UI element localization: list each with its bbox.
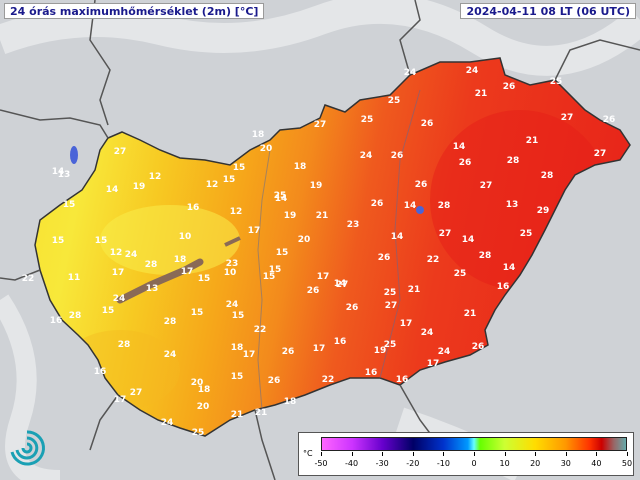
legend-tick-mark [596, 452, 598, 456]
legend-tick-label: -20 [406, 459, 420, 468]
legend-tick-label: 50 [621, 459, 633, 468]
legend-tick-mark [351, 452, 353, 456]
legend-tick-label: -30 [375, 459, 389, 468]
legend-tick-mark [565, 452, 567, 456]
legend-tick-label: 10 [499, 459, 510, 468]
map-timestamp: 2024-04-11 08 LT (06 UTC) [460, 3, 636, 19]
legend-tick-mark [535, 452, 537, 456]
legend-unit: °C [303, 449, 313, 458]
legend-tick-label: 30 [560, 459, 571, 468]
legend-color-bar [321, 437, 627, 451]
met-service-swirl-logo [10, 430, 45, 466]
legend-tick-label: -40 [345, 459, 359, 468]
map-title: 24 órás maximumhőmérséklet (2m) [°C] [4, 3, 265, 19]
legend-tick-label: 0 [471, 459, 477, 468]
legend-tick-mark [443, 452, 445, 456]
legend-tick-mark [321, 452, 322, 456]
temperature-legend: °C -50 -40 -30 -20 -10 0 10 20 30 40 50 [298, 432, 634, 476]
legend-tick-mark [627, 452, 628, 456]
legend-tick-label: -50 [314, 459, 328, 468]
legend-tick-mark [382, 452, 384, 456]
legend-tick-mark [504, 452, 506, 456]
legend-tick-mark [474, 452, 475, 456]
legend-tick-label: -10 [436, 459, 450, 468]
legend-tick-label: 20 [530, 459, 541, 468]
legend-tick-label: 40 [591, 459, 602, 468]
legend-tick-mark [412, 452, 414, 456]
